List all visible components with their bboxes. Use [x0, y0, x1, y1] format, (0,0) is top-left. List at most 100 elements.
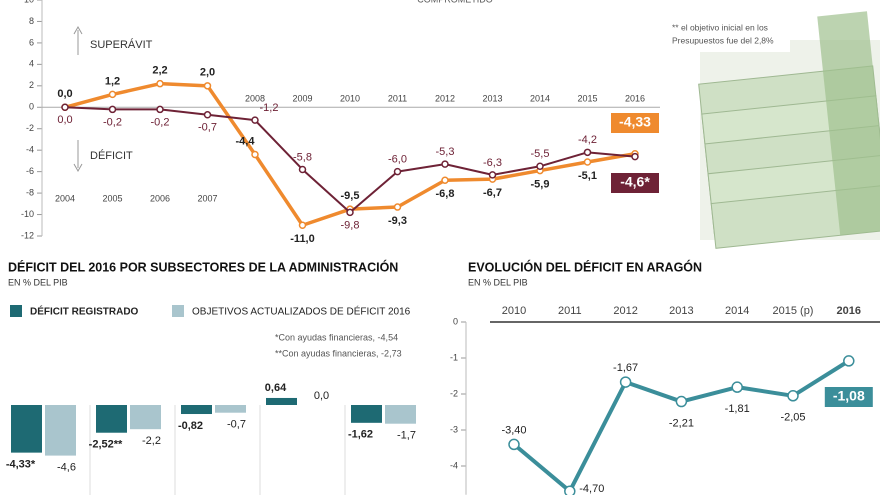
- annotation: SUPERÁVIT: [90, 38, 153, 51]
- x-tick-label: 2011: [558, 305, 582, 317]
- x-tick-label: 2010: [340, 93, 360, 103]
- value-label: -1,67: [613, 362, 638, 374]
- x-tick-label: 2013: [669, 305, 693, 317]
- series-line: [64, 81, 636, 228]
- data-point: [564, 485, 576, 495]
- x-tick-label: 2004: [55, 193, 75, 203]
- note-box: [668, 0, 790, 52]
- value-label: 2,2: [152, 65, 167, 77]
- x-tick-label: 2011: [388, 93, 407, 103]
- value-label: 0,0: [57, 88, 72, 100]
- data-point: [441, 176, 449, 184]
- banknote-stripe: [817, 11, 880, 236]
- arrow-head: [73, 25, 83, 35]
- data-point: [583, 148, 592, 157]
- y-tick-label: -10: [21, 209, 34, 219]
- y-tick-label: 6: [29, 37, 34, 47]
- note: ** el objetivo inicial en los: [672, 22, 768, 32]
- legend-swatch: [10, 305, 22, 317]
- y-tick-label: -8: [26, 187, 34, 197]
- value-label: -0,2: [103, 116, 122, 128]
- value-label: -3,40: [501, 424, 526, 436]
- x-tick-label: 2013: [482, 93, 502, 103]
- arrow-head: [73, 163, 83, 173]
- chart-subtitle: EN % DEL PIB: [468, 277, 528, 287]
- y-tick-label: -2: [26, 123, 34, 133]
- value-label: -0,2: [151, 116, 170, 128]
- value-label-box: [611, 113, 659, 133]
- bar: [266, 397, 297, 405]
- y-tick-label: 0: [29, 102, 34, 112]
- y-tick-label: 0: [453, 316, 458, 326]
- bar: [130, 405, 161, 430]
- value-label: -5,5: [531, 148, 550, 160]
- data-point: [731, 381, 743, 393]
- value-label: -9,8: [341, 219, 360, 231]
- value-label: -9,3: [388, 215, 407, 227]
- y-tick-label: 8: [29, 16, 34, 26]
- y-tick-label: -12: [21, 230, 34, 240]
- chart-subtitle: EN % DEL PIB: [8, 277, 68, 287]
- data-point: [108, 90, 117, 99]
- x-tick-label: 2016: [625, 93, 645, 103]
- bar: [11, 405, 42, 453]
- value-label-box: [824, 387, 873, 407]
- y-tick-label: -3: [450, 424, 458, 434]
- x-tick-label: 2014: [530, 93, 550, 103]
- data-point: [156, 79, 164, 88]
- value-label: -11,0: [290, 233, 314, 245]
- value-label: -2,52**: [89, 439, 123, 451]
- x-tick-label: 2016: [837, 305, 861, 317]
- value-label: -1,7: [397, 430, 416, 442]
- value-label: 0,0: [57, 114, 72, 126]
- bar: [215, 405, 246, 413]
- data-point: [619, 376, 632, 388]
- value-label: -4,33*: [6, 459, 36, 471]
- annotation: DÉFICIT: [90, 149, 133, 162]
- data-point: [675, 395, 688, 408]
- data-point: [843, 355, 855, 367]
- value-label: -4,6: [57, 462, 76, 474]
- data-point: [298, 221, 307, 230]
- x-tick-label: 2010: [502, 305, 526, 317]
- x-tick-label: 2005: [102, 193, 122, 203]
- note: Presupuestos fue del 2,8%: [672, 35, 774, 45]
- data-point: [156, 105, 164, 114]
- data-point: [488, 171, 497, 179]
- data-point: [787, 390, 799, 402]
- chart-title: COMPROMETIDO: [417, 0, 493, 4]
- data-point: [251, 116, 259, 124]
- bar: [385, 405, 416, 424]
- bar: [45, 405, 76, 456]
- x-tick-label: 2012: [435, 93, 455, 103]
- data-point: [346, 208, 354, 217]
- legend-label: DÉFICIT REGISTRADO: [30, 305, 139, 318]
- value-label: -4,70: [579, 483, 604, 495]
- value-label: -4,2: [578, 134, 597, 146]
- value-label: -0,82: [178, 420, 203, 432]
- value-label: -4,4: [236, 135, 256, 147]
- bar: [351, 405, 382, 423]
- value-label: -4,6*: [620, 174, 650, 190]
- x-tick-label: 2009: [292, 93, 312, 103]
- x-tick-label: 2007: [197, 193, 217, 203]
- x-tick-label: 2014: [725, 305, 749, 317]
- chart-title: DÉFICIT DEL 2016 POR SUBSECTORES DE LA A…: [8, 259, 398, 274]
- bar: [96, 405, 127, 433]
- data-point: [203, 82, 212, 90]
- data-point: [631, 152, 639, 161]
- legend-label: OBJETIVOS ACTUALIZADOS DE DÉFICIT 2016: [192, 305, 411, 318]
- data-point: [203, 111, 212, 119]
- data-point: [61, 103, 69, 112]
- y-tick-label: -2: [450, 388, 458, 398]
- banknotes-illustration: [668, 0, 880, 249]
- value-label: -1,2: [260, 102, 279, 114]
- value-label: 1,2: [105, 75, 120, 87]
- legend-swatch: [172, 305, 184, 317]
- x-tick-label: 2015: [577, 93, 597, 103]
- data-point: [508, 438, 520, 451]
- value-label: -6,7: [483, 187, 502, 199]
- data-point: [583, 158, 592, 166]
- value-label: -2,21: [669, 417, 694, 429]
